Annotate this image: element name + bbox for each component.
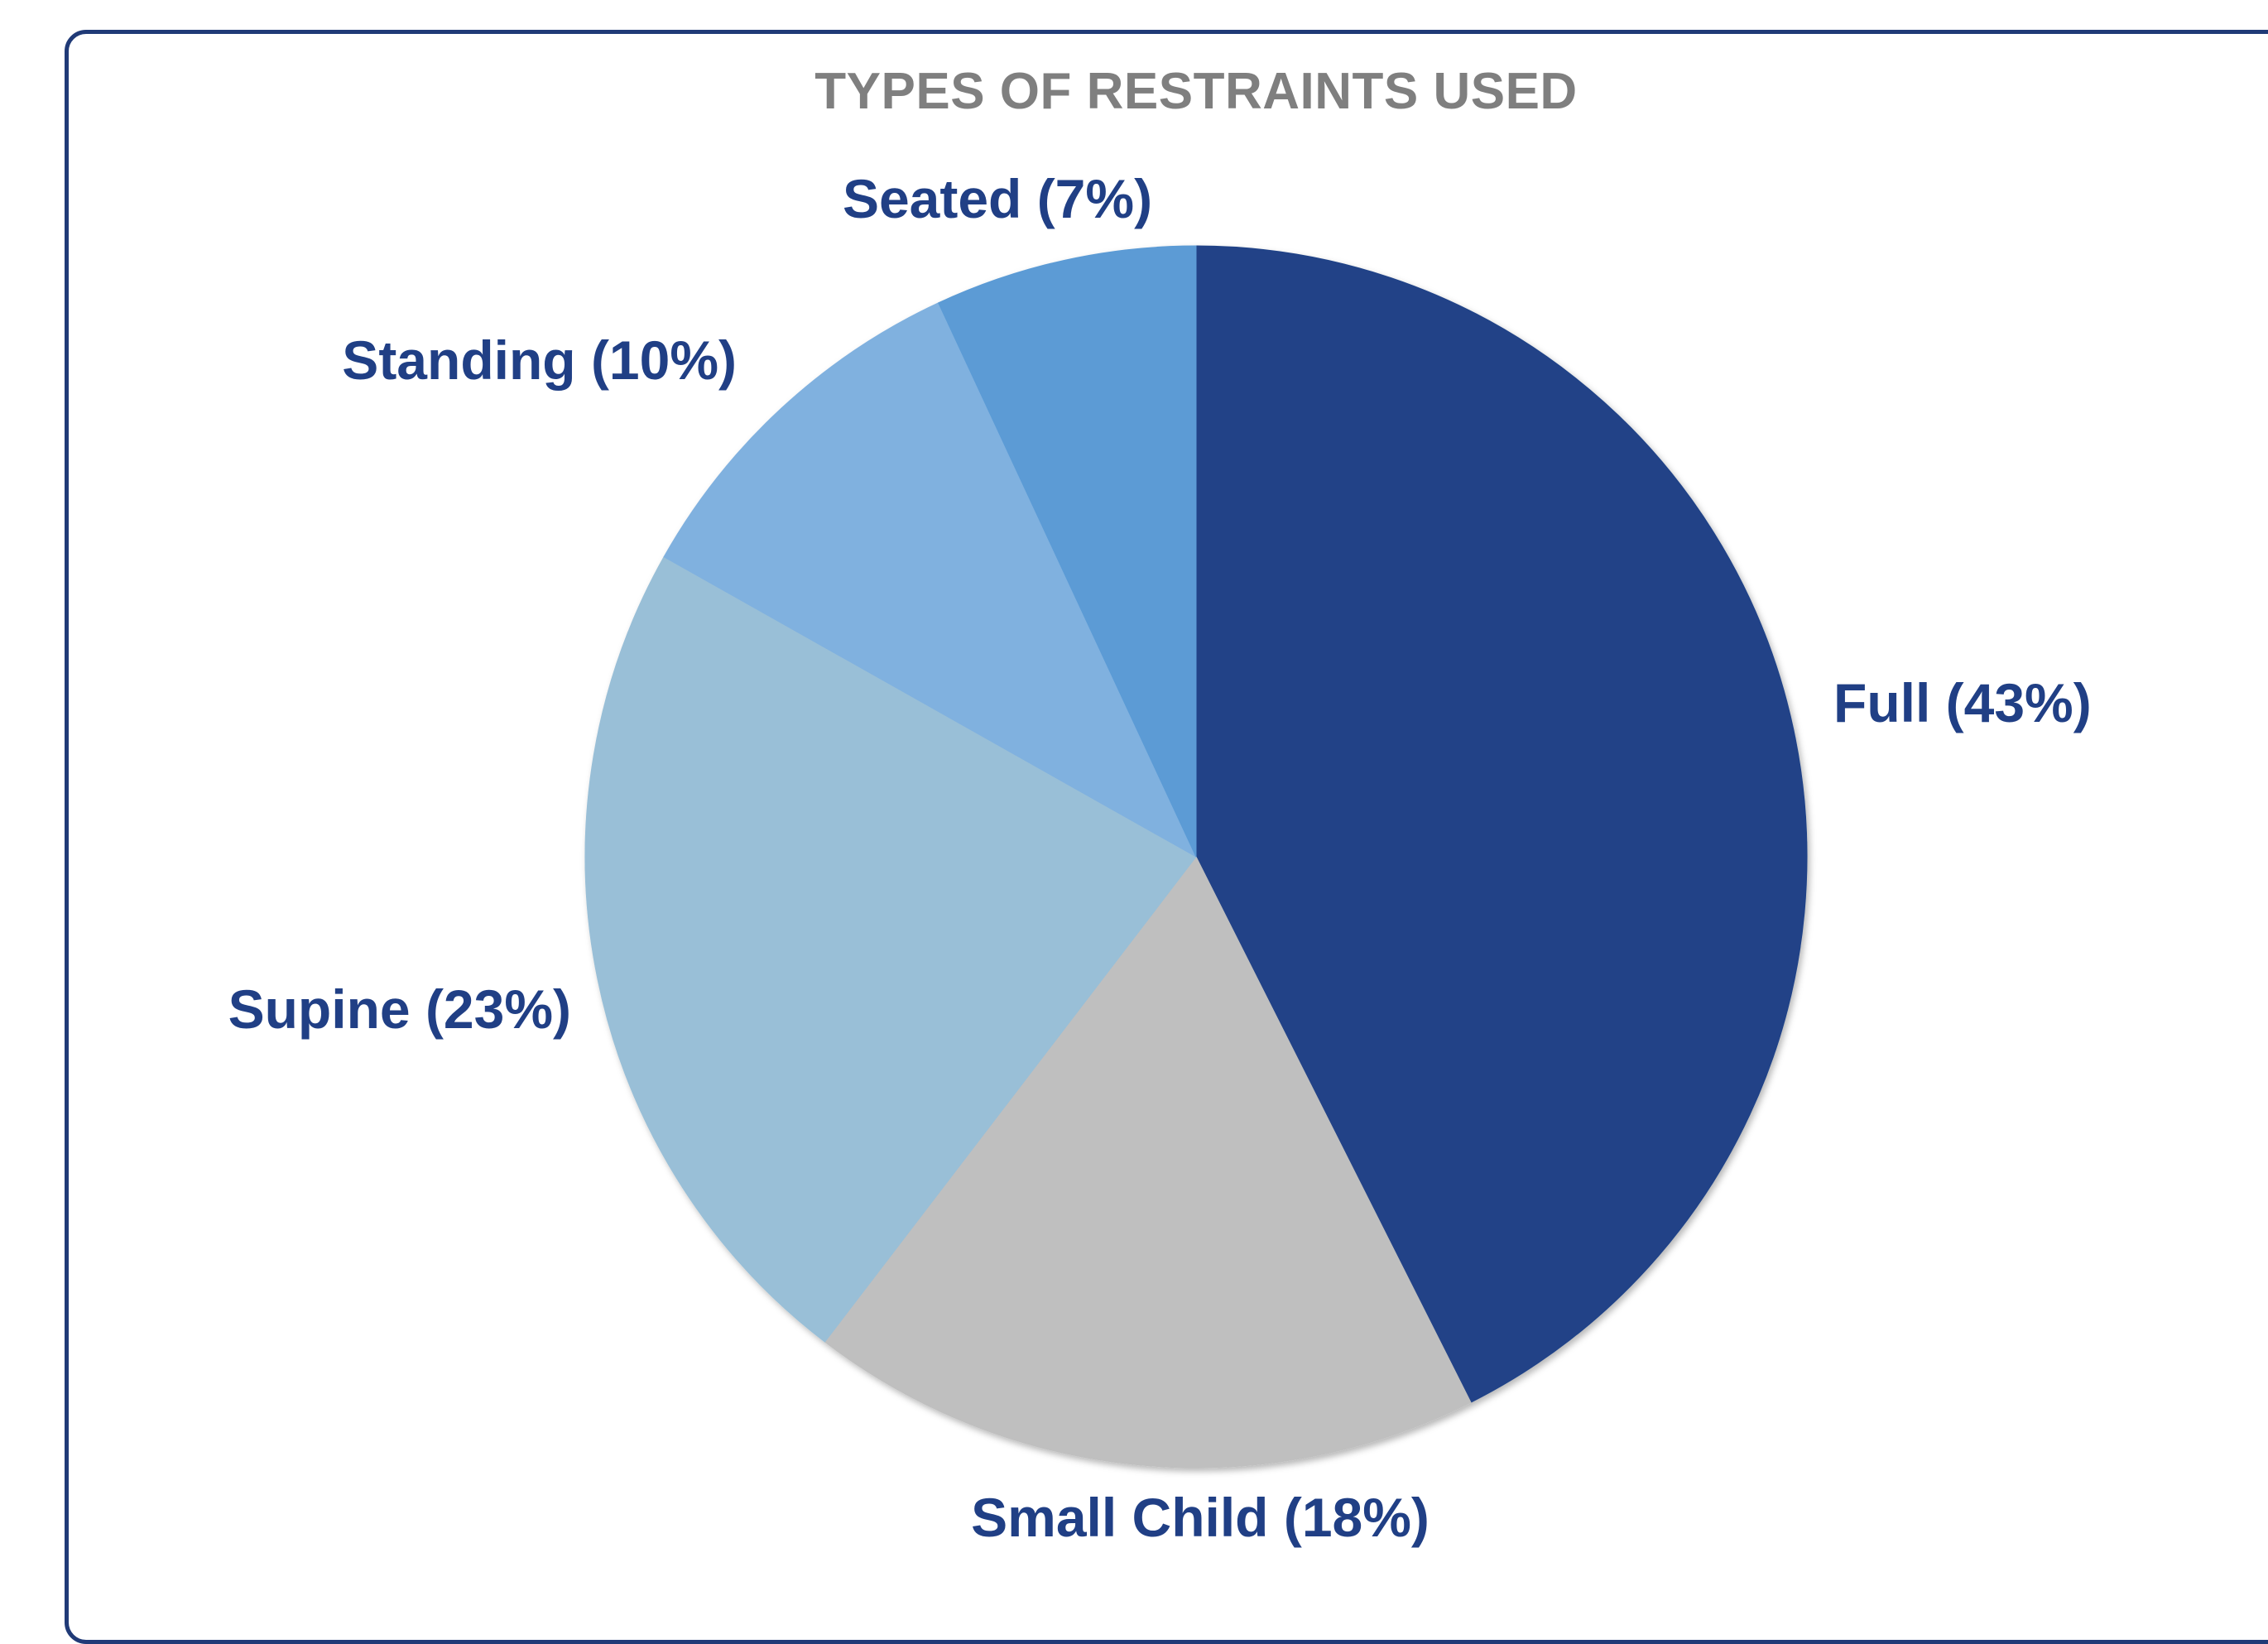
slice-label-full: Full (43%)	[1833, 672, 2092, 733]
slice-label-small-child: Small Child (18%)	[971, 1487, 1430, 1548]
pie-chart: TYPES OF RESTRAINTS USED Full (43%) Small…	[228, 63, 2092, 1548]
chart-title: TYPES OF RESTRAINTS USED	[814, 63, 1577, 120]
pie-slice-standing	[663, 302, 1198, 858]
pie-slice-supine	[584, 555, 1197, 1343]
pie-labels: Full (43%) Small Child (18%) Supine (23%) S…	[228, 168, 2092, 1548]
slice-label-seated: Seated (7%)	[843, 168, 1152, 229]
pie-slice-small-child	[824, 856, 1472, 1469]
slice-label-supine: Supine (23%)	[228, 978, 571, 1040]
pie-slice-full	[1195, 245, 1808, 1403]
slice-label-standing: Standing (10%)	[342, 329, 737, 391]
pie-slices	[584, 245, 1808, 1469]
pie-slice-seated	[938, 245, 1197, 858]
